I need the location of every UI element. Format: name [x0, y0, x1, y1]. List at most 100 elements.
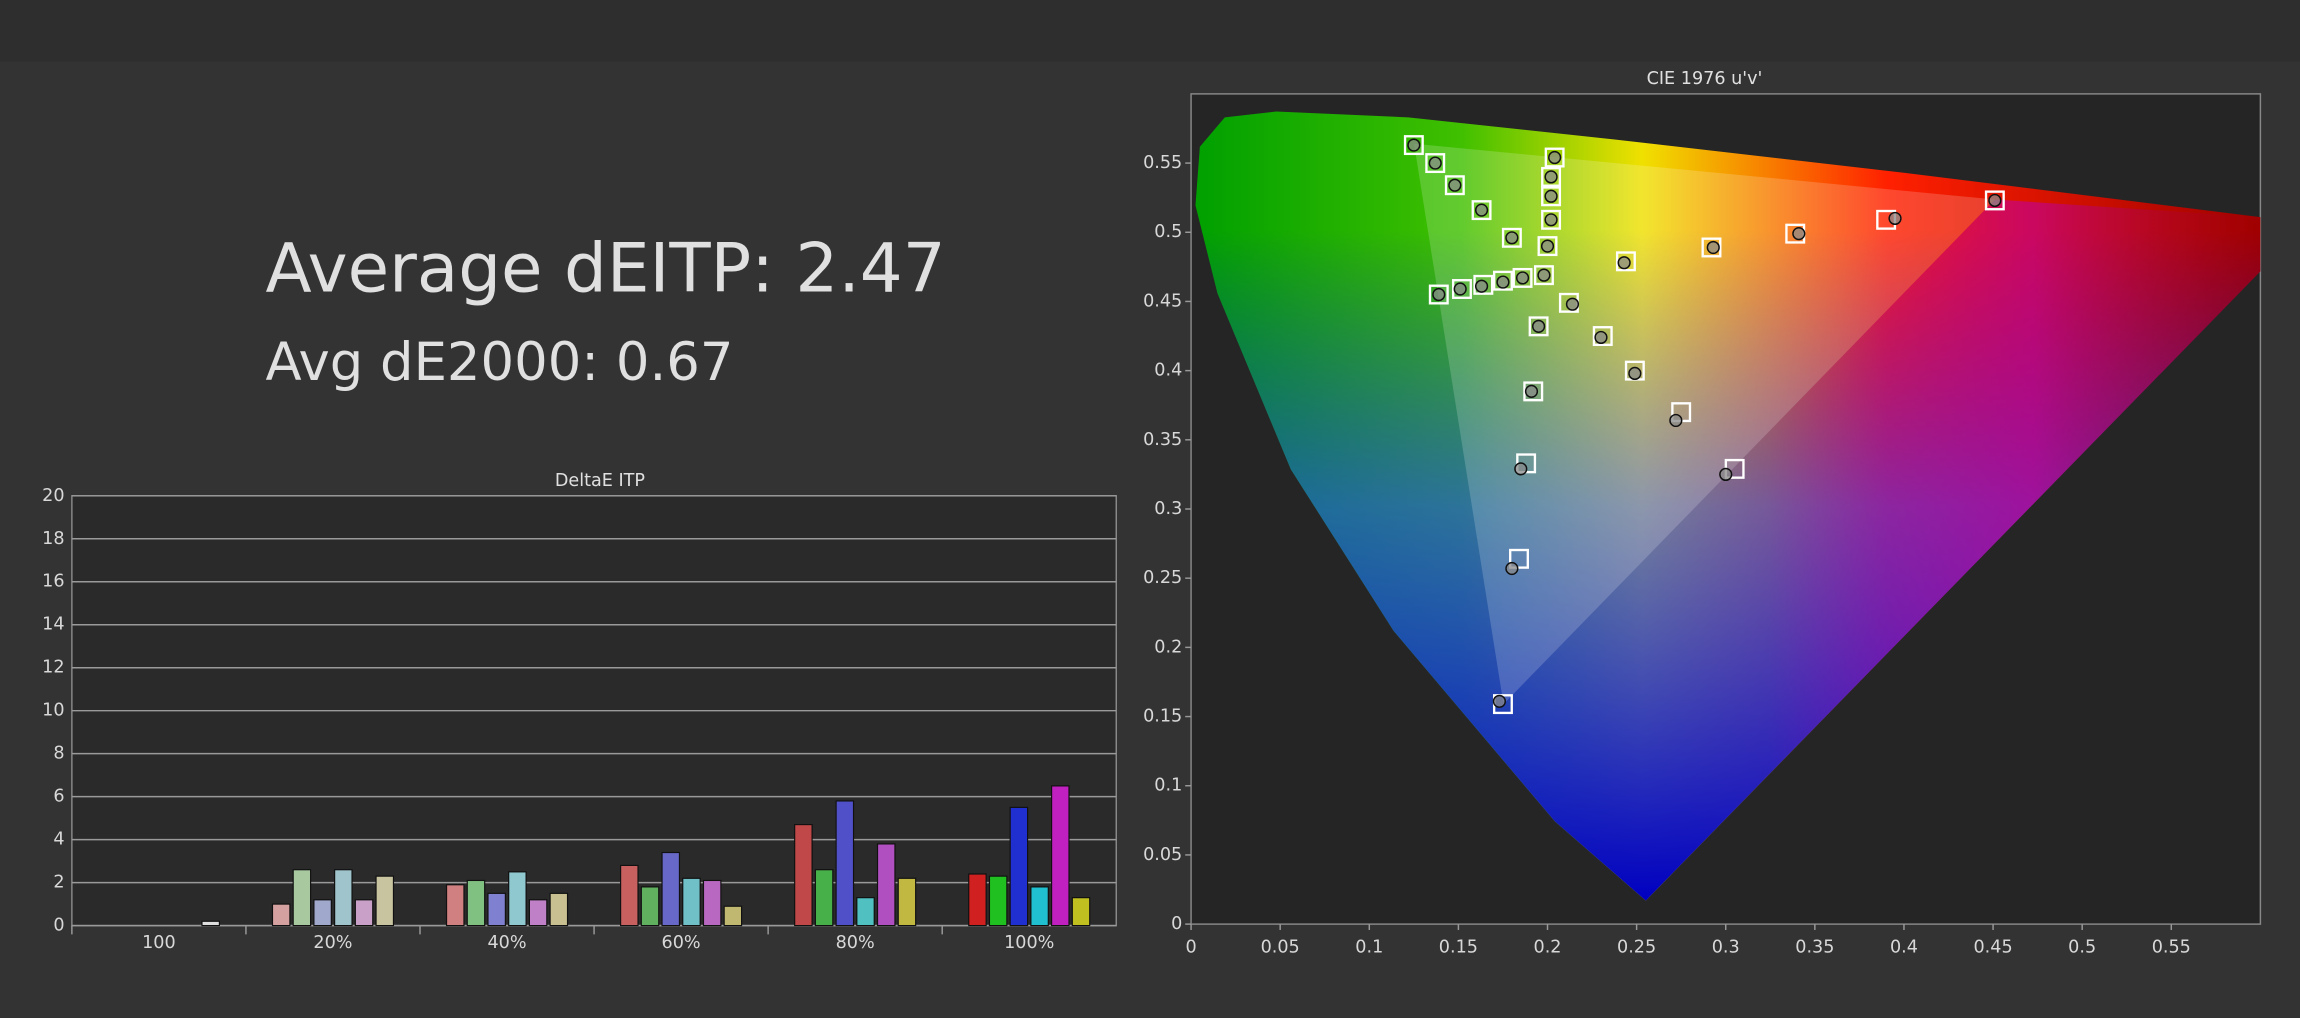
measured-marker — [1544, 213, 1558, 227]
bar — [1030, 886, 1049, 927]
measured-marker — [1505, 231, 1519, 245]
bar — [466, 879, 486, 927]
measured-marker — [1594, 330, 1608, 345]
measured-marker — [1407, 138, 1421, 152]
measured-marker — [1524, 384, 1539, 398]
y-tick-label: 0.2 — [1154, 637, 1182, 657]
target-marker — [1509, 548, 1529, 569]
x-tick-label: 0.15 — [1439, 938, 1478, 958]
x-tick-label: 20% — [313, 933, 352, 953]
average-deitp: Average dEITP: 2.47 — [265, 228, 945, 307]
x-tick-label: 0.55 — [2152, 938, 2191, 958]
target-marker — [1701, 237, 1722, 258]
x-tick-label: 0.5 — [2068, 938, 2096, 958]
bar — [313, 899, 332, 927]
y-tick-label: 0.45 — [1143, 291, 1182, 311]
measured-marker — [1496, 275, 1510, 289]
y-tick-label: 6 — [53, 787, 64, 807]
measured-marker — [1514, 462, 1528, 476]
target-marker — [1425, 153, 1446, 174]
measured-marker — [1565, 297, 1580, 311]
bar — [723, 905, 743, 927]
target-marker — [1984, 190, 2005, 211]
measured-marker — [1628, 366, 1642, 380]
y-tick-label: 4 — [53, 830, 64, 850]
bar — [508, 871, 527, 927]
bar-chart-title: DeltaE ITP — [555, 471, 646, 491]
x-tick-label: 100% — [1004, 933, 1054, 953]
target-marker — [1444, 175, 1465, 196]
x-tick-label: 0.4 — [1890, 938, 1918, 958]
measured-marker — [1474, 203, 1489, 217]
x-tick-label: 40% — [487, 933, 526, 953]
bar — [292, 869, 312, 927]
x-tick-label: 0.3 — [1712, 938, 1740, 958]
y-tick-label: 20 — [42, 486, 64, 506]
y-tick-label: 0.1 — [1154, 776, 1182, 796]
y-tick-label: 0 — [53, 916, 64, 936]
y-tick-label: 14 — [42, 615, 64, 635]
target-marker — [1533, 265, 1554, 286]
target-marker — [1528, 316, 1549, 337]
target-marker — [1544, 147, 1565, 168]
y-tick-label: 16 — [42, 572, 64, 592]
bar — [661, 851, 681, 927]
bar — [334, 869, 353, 927]
y-tick-label: 18 — [42, 529, 64, 549]
x-tick-label: 0.05 — [1261, 938, 1300, 958]
measured-marker — [1617, 256, 1631, 270]
bar — [1071, 897, 1091, 927]
bar — [354, 899, 374, 927]
measured-marker — [1548, 150, 1562, 165]
y-tick-label: 0.5 — [1154, 222, 1182, 242]
measured-marker — [1792, 227, 1806, 241]
target-marker — [1523, 381, 1544, 402]
y-tick-label: 12 — [42, 658, 64, 678]
measured-marker — [1448, 178, 1462, 192]
y-tick-label: 0.3 — [1154, 499, 1182, 519]
measured-marker — [1888, 211, 1902, 226]
measured-marker — [1432, 287, 1446, 302]
bar — [487, 892, 506, 927]
measured-marker — [1544, 189, 1558, 203]
measured-marker — [1492, 694, 1506, 708]
target-marker — [1592, 326, 1613, 347]
measured-marker — [1515, 271, 1530, 285]
bar — [897, 877, 917, 927]
y-tick-label: 0.4 — [1154, 361, 1182, 381]
target-marker — [1451, 279, 1472, 299]
locus-magenta — [1503, 199, 2261, 901]
target-marker — [1512, 267, 1533, 288]
bar — [814, 869, 834, 927]
bar — [794, 823, 813, 927]
spectral-locus — [1195, 111, 2261, 901]
x-tick-label: 0.45 — [1973, 938, 2012, 958]
x-tick-label: 0.25 — [1617, 938, 1656, 958]
gamut-triangle — [1414, 143, 1995, 705]
cie-chart-title: CIE 1976 u'v' — [1647, 69, 1763, 89]
x-tick-label: 0.35 — [1795, 938, 1834, 958]
x-tick-label: 0.2 — [1534, 938, 1562, 958]
measured-marker — [1669, 413, 1683, 428]
target-marker — [1473, 274, 1494, 295]
bar — [549, 892, 569, 927]
bar — [1051, 785, 1070, 927]
top-strip — [0, 0, 2300, 62]
measured-marker — [1706, 240, 1720, 255]
target-marker — [1541, 209, 1562, 230]
bar — [702, 879, 722, 927]
target-marker — [1403, 135, 1424, 156]
bar — [640, 886, 660, 927]
x-tick-label: 100 — [142, 933, 176, 953]
bar — [201, 920, 220, 927]
target-marker — [1541, 186, 1562, 207]
y-tick-label: 0.25 — [1143, 568, 1182, 588]
x-tick-label: 80% — [836, 933, 875, 953]
avg-de2000: Avg dE2000: 0.67 — [265, 332, 733, 393]
bar — [988, 875, 1008, 927]
measured-marker — [1505, 561, 1519, 576]
y-tick-label: 2 — [53, 873, 64, 893]
bar — [1009, 806, 1029, 927]
